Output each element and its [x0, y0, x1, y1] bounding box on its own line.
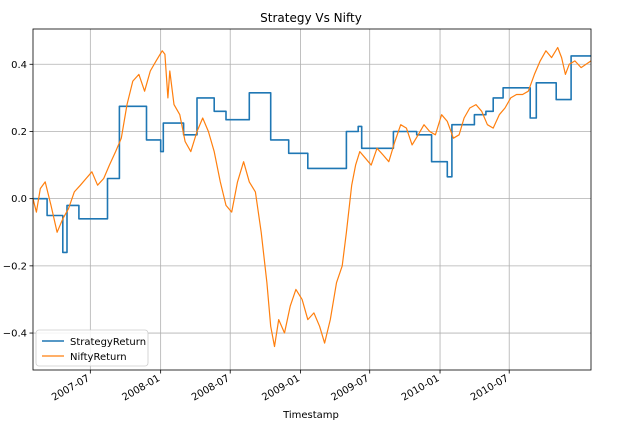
y-tick-label: −0.4 — [3, 329, 27, 340]
nifty-return-line — [33, 46, 591, 348]
legend: StrategyReturn NiftyReturn — [35, 329, 149, 367]
x-tick-label: 2009-07 — [330, 373, 372, 403]
y-tick-label: 0.4 — [11, 60, 27, 71]
x-tick-label: 2007-07 — [50, 373, 92, 403]
chart-title: Strategy Vs Nifty — [260, 11, 362, 25]
y-tick-label: 0.2 — [11, 127, 27, 138]
grid-lines — [33, 29, 591, 370]
x-tick-label: 2008-07 — [190, 373, 232, 403]
strategy-return-line — [33, 55, 591, 254]
series-lines — [33, 46, 591, 348]
x-axis-label: Timestamp — [282, 410, 339, 421]
x-tick-label: 2010-07 — [469, 373, 511, 403]
legend-label-nifty: NiftyReturn — [70, 352, 127, 363]
legend-label-strategy: StrategyReturn — [70, 337, 146, 348]
x-tick-label: 2010-01 — [400, 373, 442, 403]
plot-frame — [32, 28, 592, 371]
x-tick-label: 2009-01 — [260, 373, 302, 403]
y-tick-label: −0.2 — [3, 261, 27, 272]
legend-box — [35, 329, 149, 367]
x-tick-label: 2008-01 — [120, 373, 162, 403]
y-tick-label: 0.0 — [11, 194, 27, 205]
